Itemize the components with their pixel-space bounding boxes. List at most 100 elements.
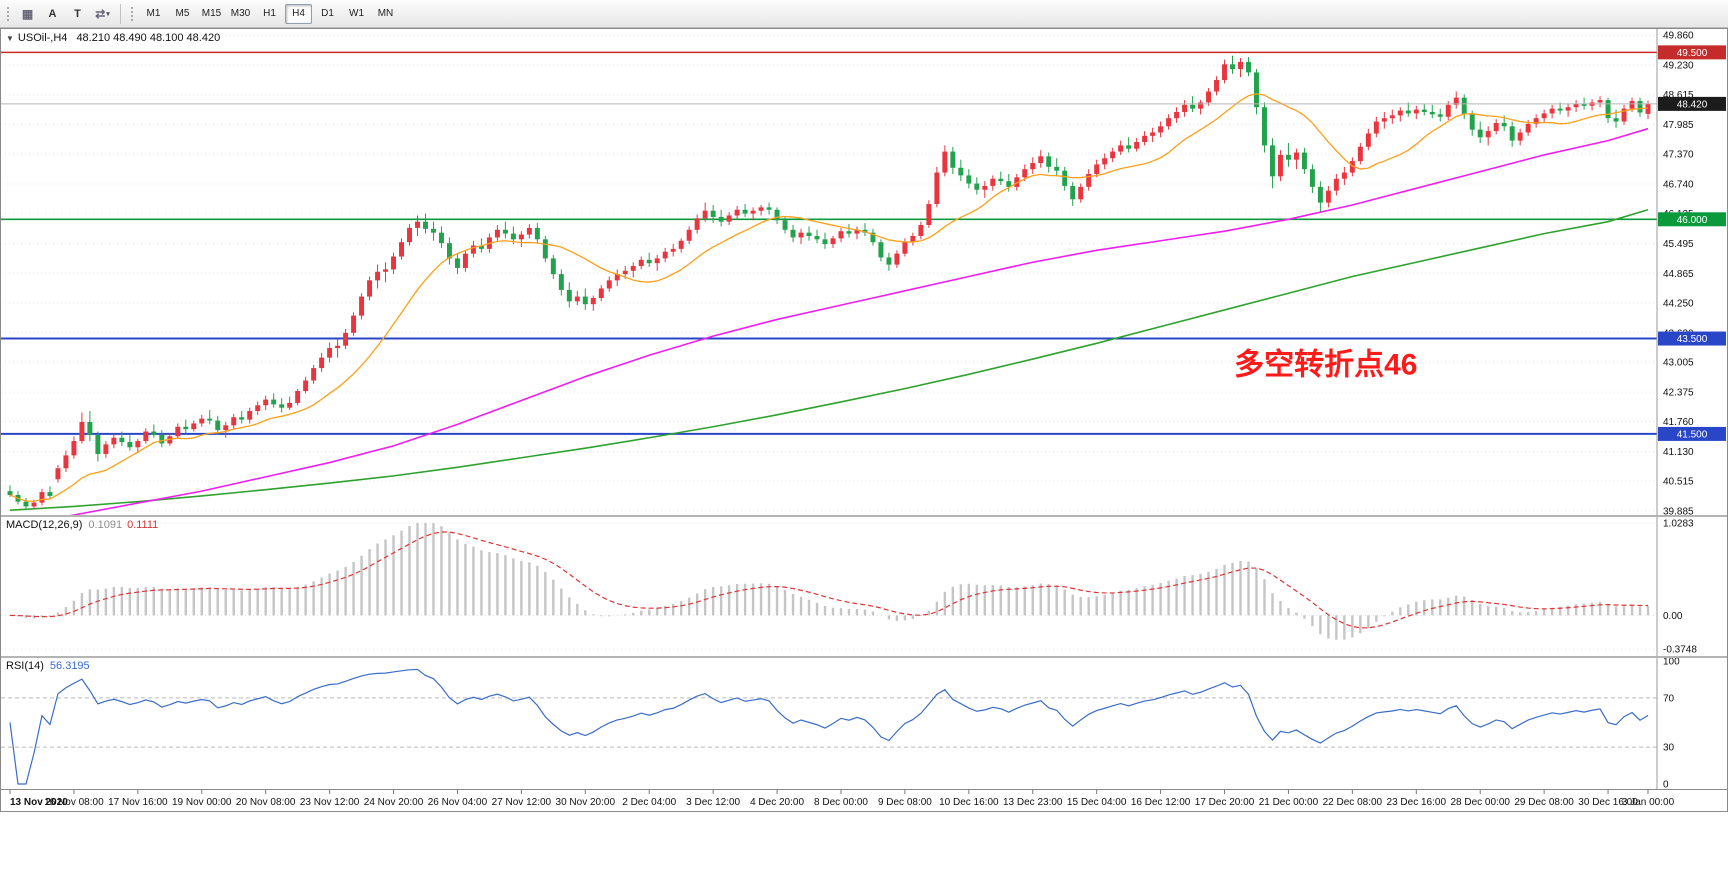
timeframe-button-m1[interactable]: M1 [140,4,167,24]
annotation-text[interactable]: 多空转折点46 [1234,348,1417,381]
text-tool-button[interactable]: T [66,3,89,25]
price-badge [1658,96,1726,111]
date-label: 30 Nov 20:00 [556,797,616,808]
date-label: 13 Nov 2020 [10,797,68,808]
date-label: 16 Nov 08:00 [44,797,104,808]
chevron-down-icon: ▾ [106,10,110,18]
cycle-symbols-button[interactable]: ⇄ ▾ [91,3,114,25]
date-label: 8 Dec 00:00 [814,797,868,808]
chart-symbol-label: ▼ USOil-,H4 48.210 48.490 48.100 48.420 [6,32,220,44]
price-tick-label: 49.860 [1663,31,1694,42]
candlestick-chart[interactable]: 49.86049.23048.61547.98547.37046.74046.1… [1,29,1727,515]
price-badge [1658,45,1726,60]
macd-tick-label: 1.0283 [1663,519,1694,530]
rsi-tick-label: 30 [1663,743,1675,754]
toolbar-grip[interactable] [6,5,11,22]
date-label: 19 Nov 00:00 [172,797,232,808]
timeframe-button-m5[interactable]: M5 [169,4,196,24]
expand-triangle-icon[interactable]: ▼ [6,34,14,43]
rsi-tick-label: 70 [1663,693,1675,704]
rsi-pane[interactable]: 100 70 30 0 RSI(14) 56.3195 [1,658,1727,789]
toolbar-separator [120,3,121,24]
date-label: 2 Dec 04:00 [622,797,676,808]
macd-main-value: 0.1091 [88,519,123,531]
svg-text:41.500: 41.500 [1677,429,1708,440]
chart-grid-icon: ▦ [21,6,34,21]
date-label: 26 Nov 04:00 [428,797,488,808]
rsi-chart[interactable]: 100 70 30 0 [1,658,1727,789]
pane-splitter[interactable] [1,656,1727,658]
macd-name: MACD(12,26,9) [6,519,83,531]
price-tick-label: 39.885 [1663,506,1694,515]
timeframe-grip[interactable] [130,5,135,22]
price-badge [1658,426,1726,441]
price-badge [1658,212,1726,227]
timeframe-button-w1[interactable]: W1 [343,4,370,24]
price-tick-label: 41.130 [1663,447,1694,458]
date-label: 17 Dec 20:00 [1195,797,1255,808]
price-badge [1658,331,1726,346]
timeframe-button-mn[interactable]: MN [372,4,399,24]
date-label: 20 Nov 08:00 [236,797,296,808]
date-label: 4 Dec 20:00 [750,797,804,808]
date-label: 24 Nov 20:00 [364,797,424,808]
price-tick-label: 47.370 [1663,149,1694,160]
date-label: 22 Dec 08:00 [1323,797,1383,808]
price-tick-label: 41.760 [1663,417,1694,428]
rsi-value: 56.3195 [49,660,90,672]
date-label: 3 Dec 12:00 [686,797,740,808]
rsi-tick-label: 0 [1663,780,1669,790]
price-tick-label: 46.740 [1663,180,1694,191]
chart-grid-button[interactable]: ▦ [16,3,39,25]
moving-average-line [9,208,1649,512]
macd-signal-line [9,531,1649,629]
moving-average-fast-line [9,93,1649,503]
timeframe-button-h1[interactable]: H1 [256,4,283,24]
date-label: 15 Dec 04:00 [1067,797,1127,808]
ohlc-values: 48.210 48.490 48.100 48.420 [76,32,221,44]
svg-text:48.420: 48.420 [1677,99,1708,110]
symbol-period: USOil-,H4 [17,32,68,44]
chart-window: 49.86049.23048.61547.98547.37046.74046.1… [0,28,1728,812]
macd-pane[interactable]: 1.0283 0.00 -0.3748 MACD(12,26,9) 0.1091 0.1… [1,517,1727,656]
price-tick-label: 44.865 [1663,269,1694,280]
date-label: 27 Nov 12:00 [492,797,552,808]
price-tick-label: 44.250 [1663,298,1694,309]
price-tick-label: 42.375 [1663,388,1694,399]
date-label: 28 Dec 00:00 [1450,797,1510,808]
macd-label: MACD(12,26,9) 0.1091 0.1111 [6,519,158,531]
price-tick-label: 47.985 [1663,120,1694,131]
date-label: 10 Dec 16:00 [939,797,999,808]
rsi-label: RSI(14) 56.3195 [6,660,90,672]
date-label: 16 Dec 12:00 [1131,797,1191,808]
svg-text:49.500: 49.500 [1677,48,1708,59]
rsi-tick-label: 100 [1663,658,1680,668]
annotate-a-button[interactable]: A [41,3,64,25]
moving-average-line [69,127,1649,515]
macd-chart[interactable]: 1.0283 0.00 -0.3748 [1,517,1727,656]
macd-signal-value: 0.1111 [127,519,159,531]
price-tick-label: 45.495 [1663,239,1694,250]
timeframe-button-d1[interactable]: D1 [314,4,341,24]
timeframe-button-h4[interactable]: H4 [285,3,312,24]
date-label: 13 Dec 23:00 [1003,797,1063,808]
date-label: 3 Jan 00:00 [1622,797,1675,808]
timeframe-toolbar: M1 M5 M15 M30 H1 H4 D1 W1 MN [139,3,400,24]
price-tick-label: 48.615 [1663,90,1694,101]
rsi-name: RSI(14) [6,660,44,672]
macd-tick-label: -0.3748 [1663,645,1697,656]
time-axis[interactable]: 13 Nov 2020 16 Nov 08:00 17 Nov 16:00 19 No… [1,789,1727,811]
price-tick-label: 40.515 [1663,476,1694,487]
rsi-line [9,668,1649,785]
date-label: 9 Dec 08:00 [878,797,932,808]
timeframe-button-m30[interactable]: M30 [227,4,254,24]
price-tick-label: 49.230 [1663,61,1694,72]
svg-text:43.500: 43.500 [1677,334,1708,345]
timeframe-button-m15[interactable]: M15 [198,4,225,24]
cycle-icon: ⇄ [95,6,106,21]
main-chart-pane[interactable]: 49.86049.23048.61547.98547.37046.74046.1… [1,29,1727,515]
date-label: 30 Dec 16:00 [1578,797,1638,808]
pane-splitter[interactable] [1,515,1727,517]
price-tick-label: 43.005 [1663,358,1694,369]
